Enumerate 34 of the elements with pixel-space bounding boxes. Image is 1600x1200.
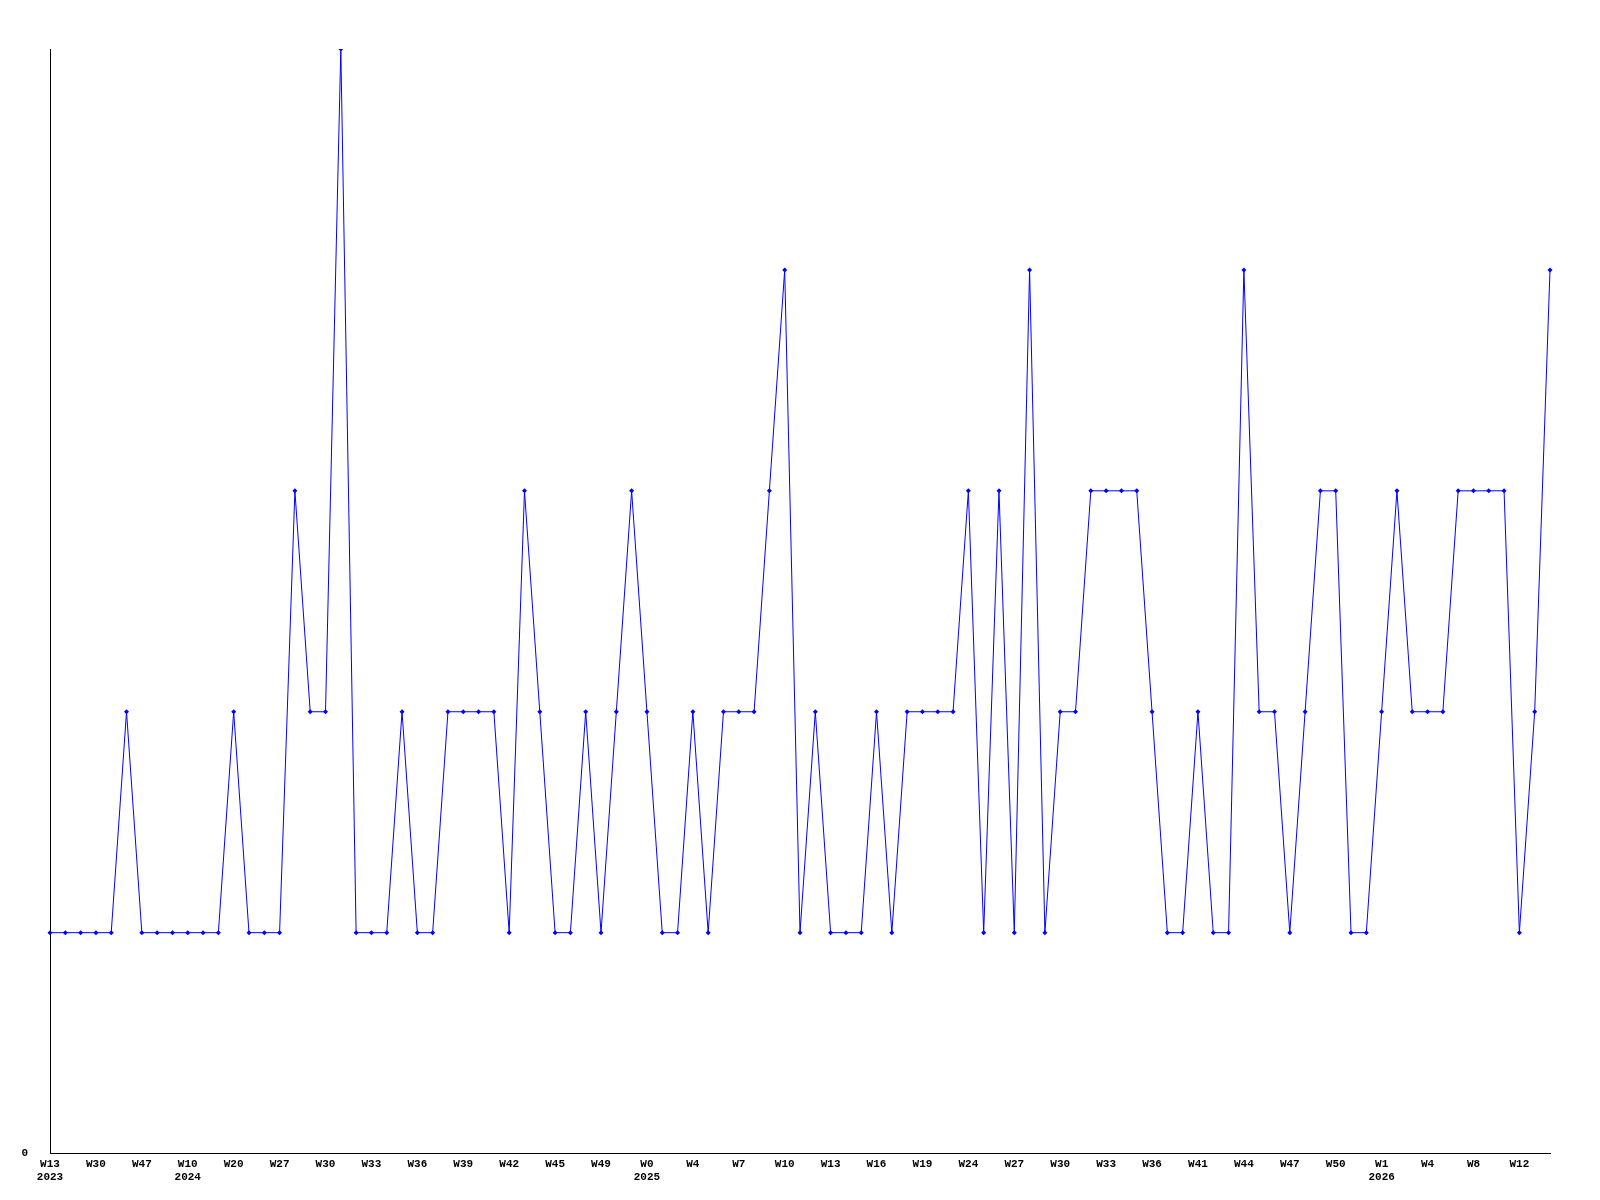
text: 0 [21,1147,28,1160]
x-tick-label: W0 2025 [633,1157,661,1184]
x-tick-label: W47 [131,1157,152,1170]
x-tick-label: W49 [591,1157,611,1170]
x-tick-label: W24 [958,1157,979,1170]
x-tick-label: W10 [774,1157,795,1170]
x-tick-label: W4 [1420,1157,1435,1170]
x-tick-label: W1 2026 [1368,1157,1395,1184]
x-tick-label: W33 [1096,1157,1117,1170]
x-tick-label: W42 [499,1157,520,1170]
x-tick-label: W10 2024 [174,1157,202,1184]
x-tick-label: W12 [1509,1157,1530,1170]
x-tick-label: W30 [86,1157,106,1170]
x-tick-label: W33 [361,1157,382,1170]
x-tick-label: W45 [545,1157,566,1170]
x-tick-label: W36 [1142,1157,1162,1170]
x-tick-label: W30 [315,1157,336,1170]
x-tick-label: W7 [732,1157,746,1170]
x-tick-label: W13 2023 [36,1157,64,1184]
x-tick-label: W8 [1466,1157,1481,1170]
x-tick-label: W44 [1233,1157,1255,1170]
x-tick-label: W30 [1050,1157,1071,1170]
x-tick-label: W36 [407,1157,428,1170]
x-tick-label: W27 [1004,1157,1025,1170]
x-tick-label: W27 [269,1157,290,1170]
x-tick-label: W19 [912,1157,933,1170]
x-tick-label: W16 [866,1157,887,1170]
x-tick-label: W20 [223,1157,244,1170]
x-tick-label: W13 [820,1157,841,1170]
x-tick-label: W41 [1188,1157,1209,1170]
x-tick-label: W50 [1325,1157,1346,1170]
x-tick-label: W4 [686,1157,700,1170]
x-tick-label: W47 [1279,1157,1300,1170]
x-tick-label: W39 [453,1157,474,1170]
